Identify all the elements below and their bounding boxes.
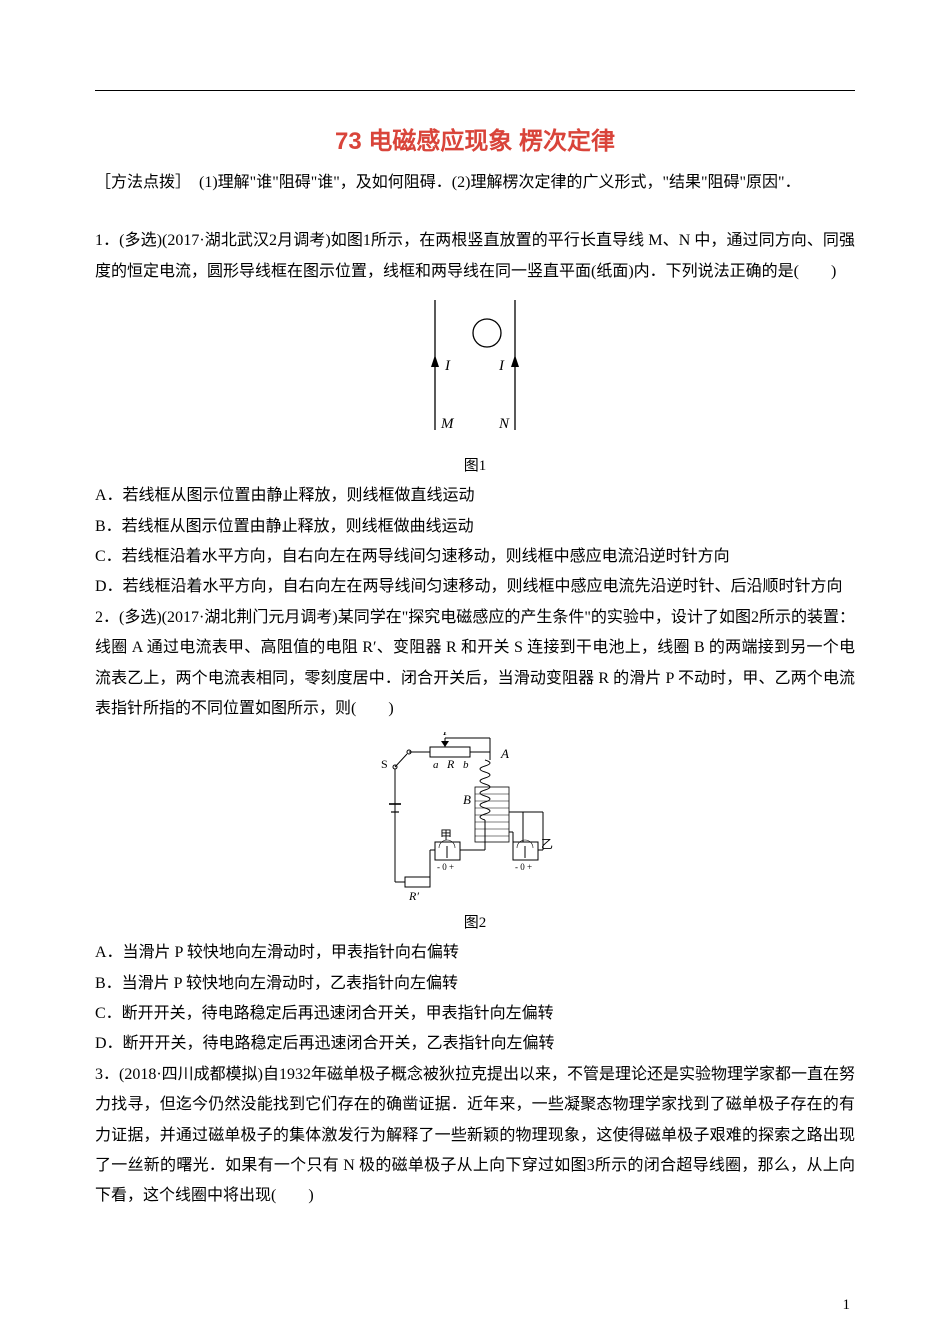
label-b: b xyxy=(463,759,469,771)
label-P: P xyxy=(442,732,451,738)
page-number: 1 xyxy=(843,1297,851,1314)
label-I-right: I xyxy=(498,358,505,374)
q2-stem: 2．(多选)(2017·湖北荆门元月调考)某同学在"探究电磁感应的产生条件"的实… xyxy=(95,603,855,725)
q2-figure: S a R b P A B 甲 - xyxy=(95,732,855,907)
q2-fig-caption: 图2 xyxy=(95,911,855,932)
method-tip: ［方法点拨］ (1)理解"谁"阻碍"谁"，及如何阻碍．(2)理解楞次定律的广义形… xyxy=(95,168,855,198)
q1-opt-a: A．若线框从图示位置由静止释放，则线框做直线运动 xyxy=(95,481,855,511)
page-title: 73 电磁感应现象 楞次定律 xyxy=(95,121,855,156)
q2-opt-a: A．当滑片 P 较快地向左滑动时，甲表指针向右偏转 xyxy=(95,938,855,968)
q1-fig-caption: 图1 xyxy=(95,454,855,475)
q1-figure: I I M N xyxy=(95,295,855,450)
q2-opt-d: D．断开开关，待电路稳定后再迅速闭合开关，乙表指针向左偏转 xyxy=(95,1029,855,1059)
label-a: a xyxy=(433,759,439,771)
label-M: M xyxy=(440,416,455,432)
label-B: B xyxy=(463,792,471,807)
q1-opt-b: B．若线框从图示位置由静止释放，则线框做曲线运动 xyxy=(95,512,855,542)
top-rule xyxy=(95,90,855,91)
label-yi: 乙 xyxy=(541,837,553,851)
q1-opt-c: C．若线框沿着水平方向，自右向左在两导线间匀速移动，则线框中感应电流沿逆时针方向 xyxy=(95,542,855,572)
label-S: S xyxy=(381,757,388,771)
label-A: A xyxy=(500,746,509,761)
q2-opt-b: B．当滑片 P 较快地向左滑动时，乙表指针向左偏转 xyxy=(95,969,855,999)
svg-text:- 0 +: - 0 + xyxy=(437,862,454,872)
label-Rp: R′ xyxy=(408,889,419,902)
label-jia: 甲 xyxy=(440,828,452,842)
q2-opt-c: C．断开开关，待电路稳定后再迅速闭合开关，甲表指针向左偏转 xyxy=(95,999,855,1029)
label-N: N xyxy=(498,416,510,432)
q3-stem: 3．(2018·四川成都模拟)自1932年磁单极子概念被狄拉克提出以来，不管是理… xyxy=(95,1060,855,1212)
label-R: R xyxy=(446,757,455,771)
q1-stem: 1．(多选)(2017·湖北武汉2月调考)如图1所示，在两根竖直放置的平行长直导… xyxy=(95,226,855,287)
svg-text:- 0 +: - 0 + xyxy=(515,862,532,872)
label-I-left: I xyxy=(444,358,451,374)
q1-opt-d: D．若线框沿着水平方向，自右向左在两导线间匀速移动，则线框中感应电流先沿逆时针、… xyxy=(95,572,855,602)
